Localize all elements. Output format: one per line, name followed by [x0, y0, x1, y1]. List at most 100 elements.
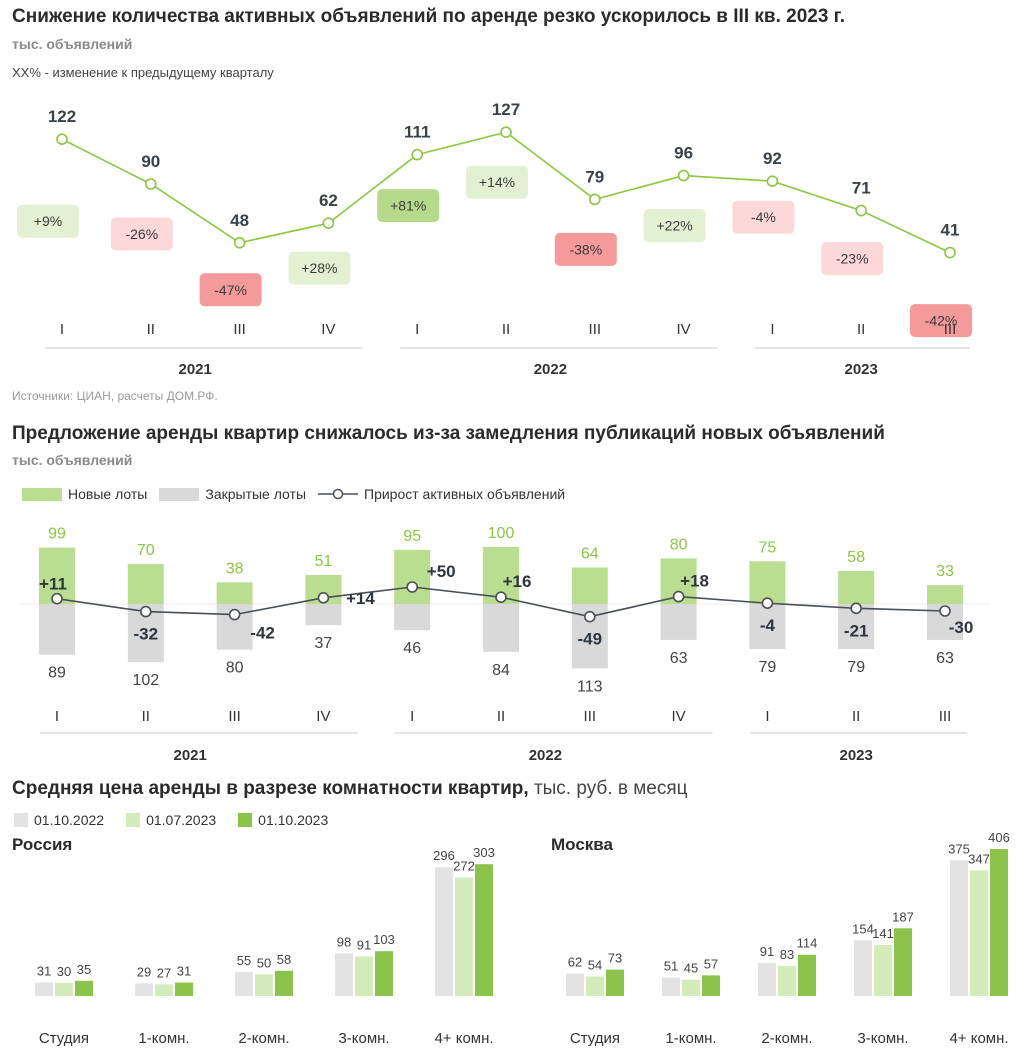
change-label: +28%	[301, 260, 337, 276]
price-label: 141	[872, 926, 894, 941]
growth-label: -42	[250, 624, 275, 643]
change-label: -38%	[569, 241, 602, 257]
change-label: -42%	[925, 313, 958, 329]
price-label: 30	[57, 964, 71, 979]
price-bar	[854, 940, 872, 996]
data-label: 41	[941, 221, 960, 240]
new-lots-label: 51	[315, 553, 333, 570]
data-point	[322, 217, 335, 229]
price-label: 83	[780, 947, 794, 962]
data-label: 111	[404, 123, 431, 142]
change-badge	[110, 217, 173, 251]
x-tick-label: III	[589, 321, 602, 338]
x-tick-label: II	[142, 708, 150, 725]
chart3-title: Средняя цена аренды в разрезе комнатност…	[12, 778, 529, 799]
data-label: 62	[319, 191, 338, 210]
closed-lots-label: 102	[132, 672, 159, 689]
x-tick-label: I	[765, 708, 769, 725]
new-lots-bar	[749, 561, 786, 604]
x-tick-label: IV	[677, 321, 691, 338]
change-badge	[821, 242, 884, 276]
legend-date-2: 01.07.2023	[126, 812, 216, 828]
price-label: 57	[704, 956, 718, 971]
growth-label: +11	[39, 575, 67, 594]
price-label: 375	[948, 841, 970, 856]
price-label: 58	[277, 952, 291, 967]
chart1-note: XX% - изменение к предыдущему кварталу	[12, 65, 274, 80]
new-lots-label: 75	[759, 539, 777, 556]
closed-lots-label: 63	[670, 650, 688, 667]
data-point	[766, 175, 779, 187]
chart2-title: Предложение аренды квартир снижалось из-…	[12, 423, 885, 444]
price-bar	[355, 956, 373, 996]
chart2-subtitle: тыс. объявлений	[12, 452, 133, 468]
growth-label: -21	[844, 621, 869, 640]
data-label: 127	[492, 100, 520, 119]
price-label: 406	[988, 830, 1010, 845]
data-label: 48	[230, 211, 249, 230]
new-lots-label: 58	[847, 549, 865, 566]
change-badge	[17, 204, 79, 238]
growth-point	[140, 605, 152, 618]
category-label: 3-комн.	[857, 1030, 908, 1047]
legend-new-lots: Новые лоты	[22, 486, 147, 502]
new-lots-bar	[216, 582, 253, 604]
x-tick-label: II	[852, 708, 860, 725]
growth-point	[317, 592, 330, 604]
new-lots-bar	[127, 564, 164, 604]
closed-lots-bar	[749, 604, 786, 650]
price-bar	[950, 860, 968, 996]
price-bar	[586, 976, 604, 996]
price-bar	[275, 970, 293, 996]
closed-lots-label: 80	[226, 660, 244, 677]
price-label: 29	[137, 964, 151, 979]
price-label: 347	[968, 851, 990, 866]
x-tick-label: II	[502, 321, 510, 338]
price-bar	[970, 870, 988, 996]
data-point	[944, 246, 956, 259]
price-label: 31	[177, 964, 191, 979]
price-bar	[155, 984, 173, 996]
growth-point	[495, 591, 507, 603]
growth-point	[761, 597, 774, 609]
closed-lots-label: 63	[936, 650, 954, 667]
data-point	[233, 237, 246, 249]
chart1-source: Источники: ЦИАН, расчеты ДОМ.РФ.	[12, 389, 218, 403]
growth-point	[939, 605, 951, 617]
growth-point	[51, 592, 63, 605]
closed-lots-bar	[660, 604, 697, 640]
legend-date-2-label: 01.07.2023	[146, 812, 217, 828]
new-lots-bar	[838, 570, 875, 604]
closed-lots-bar	[483, 604, 519, 652]
data-label: 71	[852, 179, 871, 198]
legend-date-3-label: 01.10.2023	[258, 812, 329, 828]
legend-date-1: 01.10.2022	[14, 812, 104, 828]
data-point	[500, 126, 512, 139]
growth-point	[406, 581, 419, 593]
price-bar	[702, 975, 720, 996]
legend-closed-lots-swatch	[159, 487, 200, 501]
closed-lots-label: 79	[759, 659, 777, 676]
price-label: 296	[433, 848, 455, 863]
price-label: 54	[588, 957, 602, 972]
price-bar	[874, 944, 892, 996]
growth-point	[672, 590, 685, 603]
closed-lots-label: 113	[577, 678, 603, 695]
price-bar	[375, 951, 393, 996]
growth-label: -32	[134, 625, 159, 644]
price-bar	[566, 973, 584, 996]
price-label: 35	[77, 962, 91, 977]
data-label: 122	[48, 107, 76, 126]
closed-lots-label: 46	[403, 640, 421, 657]
change-badge	[466, 165, 528, 199]
price-bar	[894, 928, 912, 996]
closed-lots-bar	[305, 604, 342, 626]
chart1-title: Снижение количества активных объявлений …	[12, 6, 845, 27]
growth-label: +14	[346, 589, 375, 608]
year-label: 2022	[529, 747, 562, 764]
category-label: 4+ комн.	[434, 1030, 493, 1047]
region-moscow-label: Москва	[551, 835, 613, 854]
price-bar	[455, 877, 473, 996]
change-label: +81%	[390, 198, 426, 214]
data-point	[677, 169, 690, 182]
